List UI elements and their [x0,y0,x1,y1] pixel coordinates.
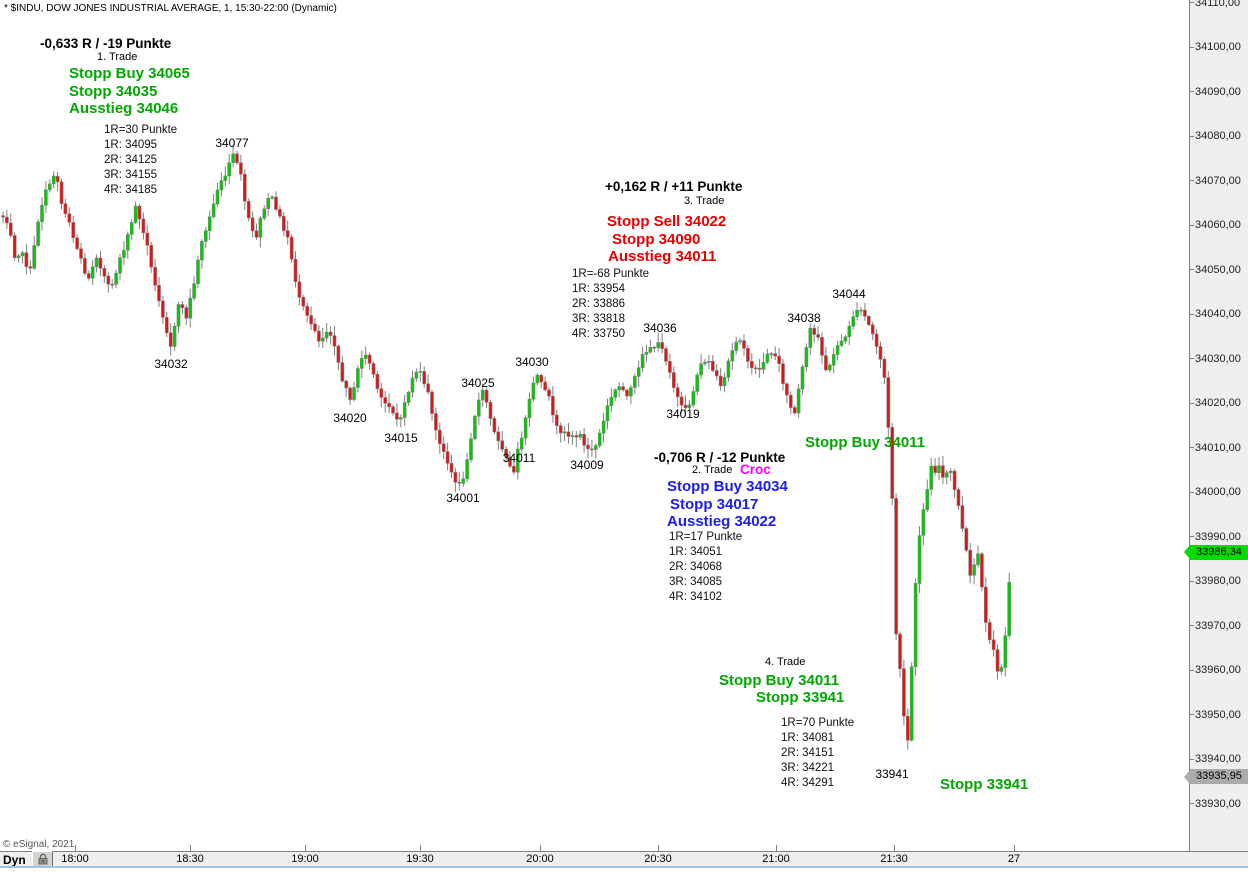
padlock-icon [38,853,47,865]
price-tick: 33970,00 [1190,619,1241,632]
time-label: 20:00 [526,853,554,865]
price-tick: 33940,00 [1190,753,1241,766]
time-label: 18:30 [176,853,204,865]
price-tick: 34070,00 [1190,174,1241,187]
time-label: 20:30 [644,853,672,865]
candle-wicks [2,144,1010,750]
price-tick: 34050,00 [1190,263,1241,276]
chart-title: * $INDU, DOW JONES INDUSTRIAL AVERAGE, 1… [4,3,337,14]
last-price-badge: 33986,34 [1184,544,1248,560]
time-label: 19:00 [291,853,319,865]
price-tick: 34090,00 [1190,85,1241,98]
time-label: 21:00 [762,853,790,865]
price-tick: 33990,00 [1190,530,1241,543]
copyright-text: © eSignal, 2021 [3,839,75,850]
time-tick [776,845,777,851]
price-tick: 34100,00 [1190,41,1241,54]
time-tick [305,845,306,851]
time-tick [190,845,191,851]
candlestick-plot[interactable] [0,0,1189,851]
time-tick [658,845,659,851]
price-tick: 34110,00 [1190,0,1240,9]
time-axis[interactable]: Dyn 18:00 18:30 19:00 19:30 20:00 20:30 21:00 2… [0,851,1248,867]
window-divider [0,866,1248,868]
time-label: 18:00 [61,853,89,865]
time-tick [540,845,541,851]
price-tick: 34000,00 [1190,486,1241,499]
price-tick: 33950,00 [1190,708,1241,721]
price-tick: 34010,00 [1190,441,1241,454]
price-tick: 34040,00 [1190,308,1241,321]
lock-button[interactable] [32,851,53,867]
time-tick [894,845,895,851]
time-label: 27 [1007,853,1021,865]
price-tick: 34030,00 [1190,352,1241,365]
time-tick [420,845,421,851]
dyn-label: Dyn [3,853,26,867]
price-tick: 33980,00 [1190,575,1241,588]
time-tick [75,845,76,851]
price-tick: 34080,00 [1190,130,1241,143]
price-axis[interactable]: 33986,34 33935,95 34110,00 34100,00 34090,… [1184,0,1248,851]
time-tick [1014,845,1015,851]
time-label: 19:30 [406,853,434,865]
secondary-price-badge: 33935,95 [1184,769,1248,785]
time-label: 21:30 [880,853,908,865]
price-tick: 33960,00 [1190,664,1241,677]
badge-arrow-icon [1184,769,1190,784]
price-tick: 34060,00 [1190,219,1241,232]
badge-arrow-icon [1184,545,1190,560]
price-tick: 34020,00 [1190,397,1241,410]
price-tick: 33930,00 [1190,797,1241,810]
candle-bodies [1,153,1012,741]
